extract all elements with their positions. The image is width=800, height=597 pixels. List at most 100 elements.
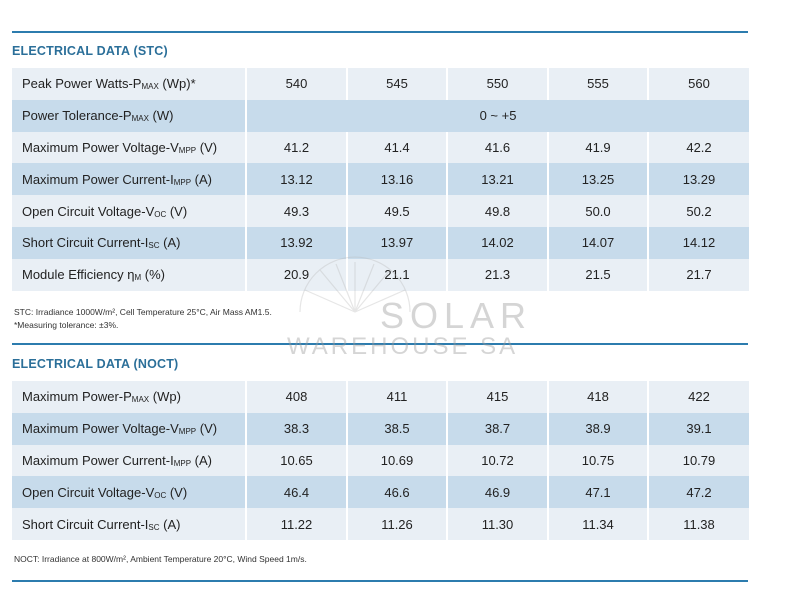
table-cell: 39.1 [648, 412, 749, 445]
table-cell: 14.07 [548, 226, 649, 259]
row-label: Peak Power Watts-PMAX (Wp)* [12, 68, 247, 100]
table-cell: 408 [246, 381, 348, 413]
row-label-subscript: SC [148, 241, 160, 251]
row-label-text: Power Tolerance-P [22, 108, 132, 124]
row-label-unit: (V) [196, 421, 218, 437]
row-label: Maximum Power Voltage-VMPP (V) [12, 131, 247, 164]
row-label-text: Maximum Power Current-I [22, 171, 174, 187]
table-cell-merged: 0 ~ +5 [246, 99, 749, 132]
table-cell: 50.2 [648, 195, 749, 227]
noct-note-conditions: NOCT: Irradiance at 800W/m², Ambient Tem… [14, 554, 307, 564]
table-cell: 42.2 [648, 131, 749, 164]
noct-divider [12, 343, 748, 345]
table-cell: 21.5 [548, 258, 649, 291]
noct-section-title: ELECTRICAL DATA (NOCT) [12, 357, 179, 371]
row-label-unit: (V) [166, 203, 188, 219]
table-cell: 550 [447, 68, 549, 100]
table-cell: 11.26 [347, 508, 448, 540]
stc-note-conditions: STC: Irradiance 1000W/m², Cell Temperatu… [14, 307, 272, 317]
table-cell: 14.02 [447, 226, 549, 259]
table-cell: 46.4 [246, 476, 348, 509]
table-cell: 13.25 [548, 163, 649, 196]
table-cell: 415 [447, 381, 549, 413]
table-cell: 13.97 [347, 226, 448, 259]
row-label: Maximum Power Current-IMPP (A) [12, 444, 247, 477]
table-cell: 13.29 [648, 163, 749, 196]
table-cell: 41.9 [548, 131, 649, 164]
table-row: Short Circuit Current-ISC (A) 11.22 11.26 1… [12, 508, 749, 540]
stc-table: Peak Power Watts-PMAX (Wp)* 540 545 550 555 5… [12, 68, 749, 291]
row-label-unit: (A) [159, 235, 181, 251]
table-cell: 38.3 [246, 412, 348, 445]
row-label-subscript: m [134, 273, 142, 283]
table-cell: 38.9 [548, 412, 649, 445]
table-cell: 422 [648, 381, 749, 413]
table-cell: 540 [246, 68, 348, 100]
table-cell: 555 [548, 68, 649, 100]
table-cell: 10.65 [246, 444, 348, 477]
watermark-solar: SOLAR [380, 295, 532, 336]
table-row: Maximum Power Voltage-VMPP (V) 41.2 41.4 41… [12, 131, 749, 164]
row-label-subscript: MPP [173, 458, 192, 468]
row-label-subscript: MPP [178, 145, 197, 155]
row-label-text: Maximum Power-P [22, 389, 132, 405]
row-label-unit: (V) [196, 139, 218, 155]
table-cell: 47.1 [548, 476, 649, 509]
row-label-subscript: MAX [131, 114, 149, 124]
table-cell: 545 [347, 68, 448, 100]
row-label-text: Peak Power Watts-P [22, 76, 142, 92]
table-cell: 21.7 [648, 258, 749, 291]
row-label-unit: (%) [141, 267, 166, 283]
table-cell: 11.22 [246, 508, 348, 540]
table-cell: 10.72 [447, 444, 549, 477]
table-cell: 11.30 [447, 508, 549, 540]
row-label-text: Open Circuit Voltage-V [22, 484, 155, 500]
row-label-subscript: MAX [131, 395, 150, 405]
row-label: Maximum Power Voltage-VMPP (V) [12, 412, 247, 445]
row-label-text: Short Circuit Current-I [22, 235, 149, 251]
table-cell: 20.9 [246, 258, 348, 291]
row-label-unit: (A) [159, 516, 181, 532]
table-cell: 49.5 [347, 195, 448, 227]
row-label: Maximum Power Current-IMPP (A) [12, 163, 247, 196]
table-cell: 11.38 [648, 508, 749, 540]
row-label-unit: (V) [166, 484, 188, 500]
row-label-text: Short Circuit Current-I [22, 516, 149, 532]
table-cell: 46.9 [447, 476, 549, 509]
table-cell: 418 [548, 381, 649, 413]
table-cell: 38.5 [347, 412, 448, 445]
table-row: Open Circuit Voltage-VOC (V) 46.4 46.6 46.9… [12, 476, 749, 509]
row-label-subscript: SC [148, 522, 160, 532]
top-divider [12, 31, 748, 33]
row-label-text: Open Circuit Voltage-V [22, 203, 155, 219]
table-row: Open Circuit Voltage-VOC (V) 49.3 49.5 49.8… [12, 195, 749, 227]
table-row: Short Circuit Current-ISC (A) 13.92 13.97 1… [12, 226, 749, 259]
table-row: Peak Power Watts-PMAX (Wp)* 540 545 550 555 5… [12, 68, 749, 100]
row-label-subscript: MAX [141, 82, 159, 92]
table-cell: 41.4 [347, 131, 448, 164]
table-cell: 21.1 [347, 258, 448, 291]
table-row: Maximum Power Voltage-VMPP (V) 38.3 38.5 38… [12, 412, 749, 445]
table-cell: 13.16 [347, 163, 448, 196]
row-label-text: Maximum Power Current-I [22, 452, 174, 468]
row-label-unit: (W) [148, 108, 174, 124]
table-cell: 41.6 [447, 131, 549, 164]
row-label-unit: (A) [191, 171, 212, 187]
table-cell: 10.69 [347, 444, 448, 477]
row-label-subscript: OC [154, 209, 167, 219]
table-cell: 13.92 [246, 226, 348, 259]
table-cell: 46.6 [347, 476, 448, 509]
table-cell: 41.2 [246, 131, 348, 164]
row-label-text: Module Efficiency η [22, 267, 135, 283]
noct-table: Maximum Power-PMAX (Wp) 408 411 415 418 422 Ma… [12, 381, 749, 540]
table-row: Power Tolerance-PMAX (W) 0 ~ +5 [12, 99, 749, 132]
table-cell: 13.12 [246, 163, 348, 196]
row-label: Power Tolerance-PMAX (W) [12, 99, 247, 132]
row-label-text: Maximum Power Voltage-V [22, 421, 179, 437]
row-label-text: Maximum Power Voltage-V [22, 139, 179, 155]
row-label: Maximum Power-PMAX (Wp) [12, 381, 247, 413]
row-label-unit: (Wp)* [158, 76, 196, 92]
table-cell: 49.3 [246, 195, 348, 227]
table-cell: 411 [347, 381, 448, 413]
stc-section-title: ELECTRICAL DATA (STC) [12, 44, 168, 58]
